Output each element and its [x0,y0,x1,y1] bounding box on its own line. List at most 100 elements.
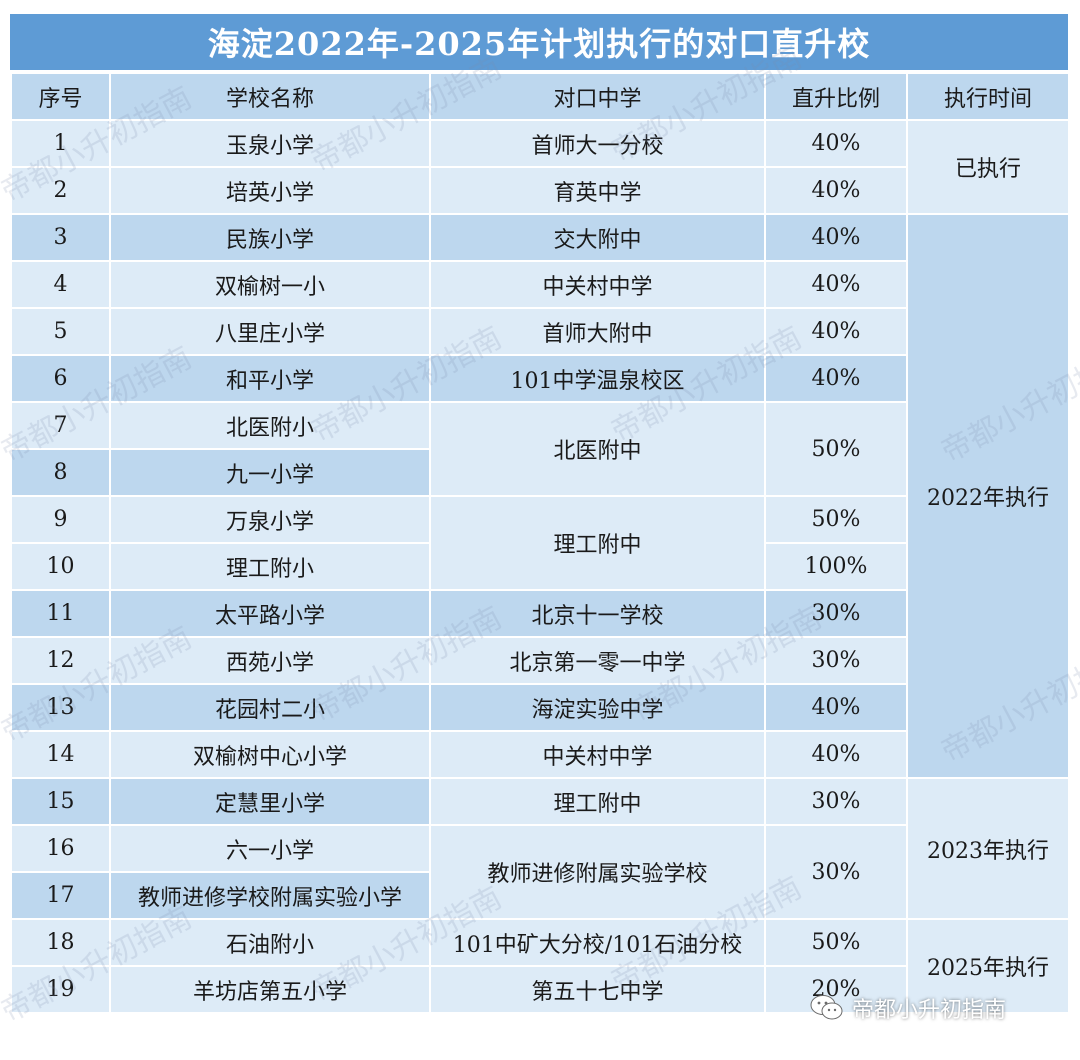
wechat-badge: 帝都小升初指南 [810,992,1006,1024]
cell-ratio: 50% [764,401,908,497]
wechat-icon [810,995,843,1020]
table-row: 13 花园村二小 海淀实验中学 40% [10,683,1069,732]
cell-no: 6 [10,354,111,403]
table-row: 11 太平路小学 北京十一学校 30% [10,589,1069,638]
table-row: 5 八里庄小学 首师大附中 40% [10,307,1069,356]
header-middle: 对口中学 [429,72,766,121]
table-row: 7 北医附小 北医附中 50% [10,401,1069,497]
cell-no: 10 [10,542,111,591]
cell-middle: 首师大附中 [429,307,766,356]
cell-school: 羊坊店第五小学 [109,965,431,1014]
cell-middle: 101中矿大分校/101石油分校 [429,918,766,967]
table-row: 19 羊坊店第五小学 第五十七中学 20% [10,965,1069,1014]
cell-ratio: 40% [764,683,908,732]
cell-no: 14 [10,730,111,779]
cell-school: 九一小学 [109,448,431,497]
cell-no: 11 [10,589,111,638]
cell-ratio: 30% [764,636,908,685]
table-title: 海淀2022年-2025年计划执行的对口直升校 [10,14,1068,70]
cell-no: 7 [10,401,111,450]
cell-school: 和平小学 [109,354,431,403]
cell-ratio: 50% [764,918,908,967]
cell-ratio: 40% [764,354,908,403]
cell-middle: 101中学温泉校区 [429,354,766,403]
cell-no: 18 [10,918,111,967]
cell-middle: 北医附中 [429,401,766,497]
cell-no: 1 [10,119,111,168]
cell-no: 9 [10,495,111,544]
group-2022: 2022年执行 [906,213,1070,779]
table-row: 16 六一小学 教师进修附属实验学校 30% [10,824,1069,920]
cell-ratio: 40% [764,260,908,309]
cell-ratio: 40% [764,119,908,168]
table-row: 6 和平小学 101中学温泉校区 40% [10,354,1069,403]
cell-no: 15 [10,777,111,826]
cell-school: 双榆树一小 [109,260,431,309]
cell-school: 石油附小 [109,918,431,967]
cell-ratio: 40% [764,307,908,356]
table-row: 15 定慧里小学 理工附中 30% 2023年执行 [10,777,1070,920]
table-row: 2 培英小学 育英中学 40% [10,166,1069,215]
group-2025: 2025年执行 [906,918,1070,1014]
cell-school: 双榆树中心小学 [109,730,431,779]
cell-ratio: 40% [764,213,908,262]
table-row: 4 双榆树一小 中关村中学 40% [10,260,1069,309]
table-row: 10 理工附小 100% [10,542,1069,591]
cell-ratio: 40% [764,166,908,215]
cell-school: 万泉小学 [109,495,431,544]
wechat-account-name: 帝都小升初指南 [852,998,1007,1023]
cell-school: 定慧里小学 [109,777,431,826]
cell-no: 17 [10,871,111,920]
cell-ratio: 40% [764,730,908,779]
cell-middle: 育英中学 [429,166,766,215]
cell-ratio: 30% [764,824,908,920]
cell-no: 16 [10,824,111,873]
cell-school: 教师进修学校附属实验小学 [109,871,431,920]
cell-middle: 第五十七中学 [429,965,766,1014]
table-row: 18 石油附小 101中矿大分校/101石油分校 50% 2025年执行 [10,918,1070,1014]
cell-school: 北医附小 [109,401,431,450]
group-2023: 2023年执行 [906,777,1070,920]
cell-school: 玉泉小学 [109,119,431,168]
header-ratio: 直升比例 [764,72,908,121]
cell-school: 花园村二小 [109,683,431,732]
cell-middle: 海淀实验中学 [429,683,766,732]
table-row: 12 西苑小学 北京第一零一中学 30% [10,636,1069,685]
table-row: 14 双榆树中心小学 中关村中学 40% [10,730,1069,779]
cell-school: 六一小学 [109,824,431,873]
cell-middle: 首师大一分校 [429,119,766,168]
header-school: 学校名称 [109,72,431,121]
cell-ratio: 50% [764,495,908,544]
cell-school: 太平路小学 [109,589,431,638]
cell-school: 民族小学 [109,213,431,262]
cell-no: 12 [10,636,111,685]
cell-middle: 中关村中学 [429,730,766,779]
cell-ratio: 100% [764,542,908,591]
header-no: 序号 [10,72,111,121]
cell-school: 理工附小 [109,542,431,591]
table-row: 3 民族小学 交大附中 40% 2022年执行 [10,213,1070,779]
cell-middle: 教师进修附属实验学校 [429,824,766,920]
cell-no: 2 [10,166,111,215]
table-row: 1 玉泉小学 首师大一分校 40% 已执行 [10,119,1070,215]
cell-middle: 北京第一零一中学 [429,636,766,685]
cell-no: 4 [10,260,111,309]
cell-no: 3 [10,213,111,262]
table-row: 8 九一小学 [10,448,1069,497]
cell-no: 13 [10,683,111,732]
cell-middle: 理工附中 [429,777,766,826]
cell-school: 八里庄小学 [109,307,431,356]
table-row: 17 教师进修学校附属实验小学 [10,871,1069,920]
cell-middle: 北京十一学校 [429,589,766,638]
cell-no: 19 [10,965,111,1014]
table-row: 9 万泉小学 理工附中 50% [10,495,1069,591]
cell-ratio: 30% [764,589,908,638]
cell-school: 西苑小学 [109,636,431,685]
cell-school: 培英小学 [109,166,431,215]
cell-no: 5 [10,307,111,356]
schedule-table: 序号 学校名称 对口中学 直升比例 执行时间 1 玉泉小学 首师大一分校 40%… [10,72,1070,1014]
header-row: 序号 学校名称 对口中学 直升比例 执行时间 [10,72,1070,121]
cell-no: 8 [10,448,111,497]
cell-ratio: 30% [764,777,908,826]
cell-middle: 交大附中 [429,213,766,262]
